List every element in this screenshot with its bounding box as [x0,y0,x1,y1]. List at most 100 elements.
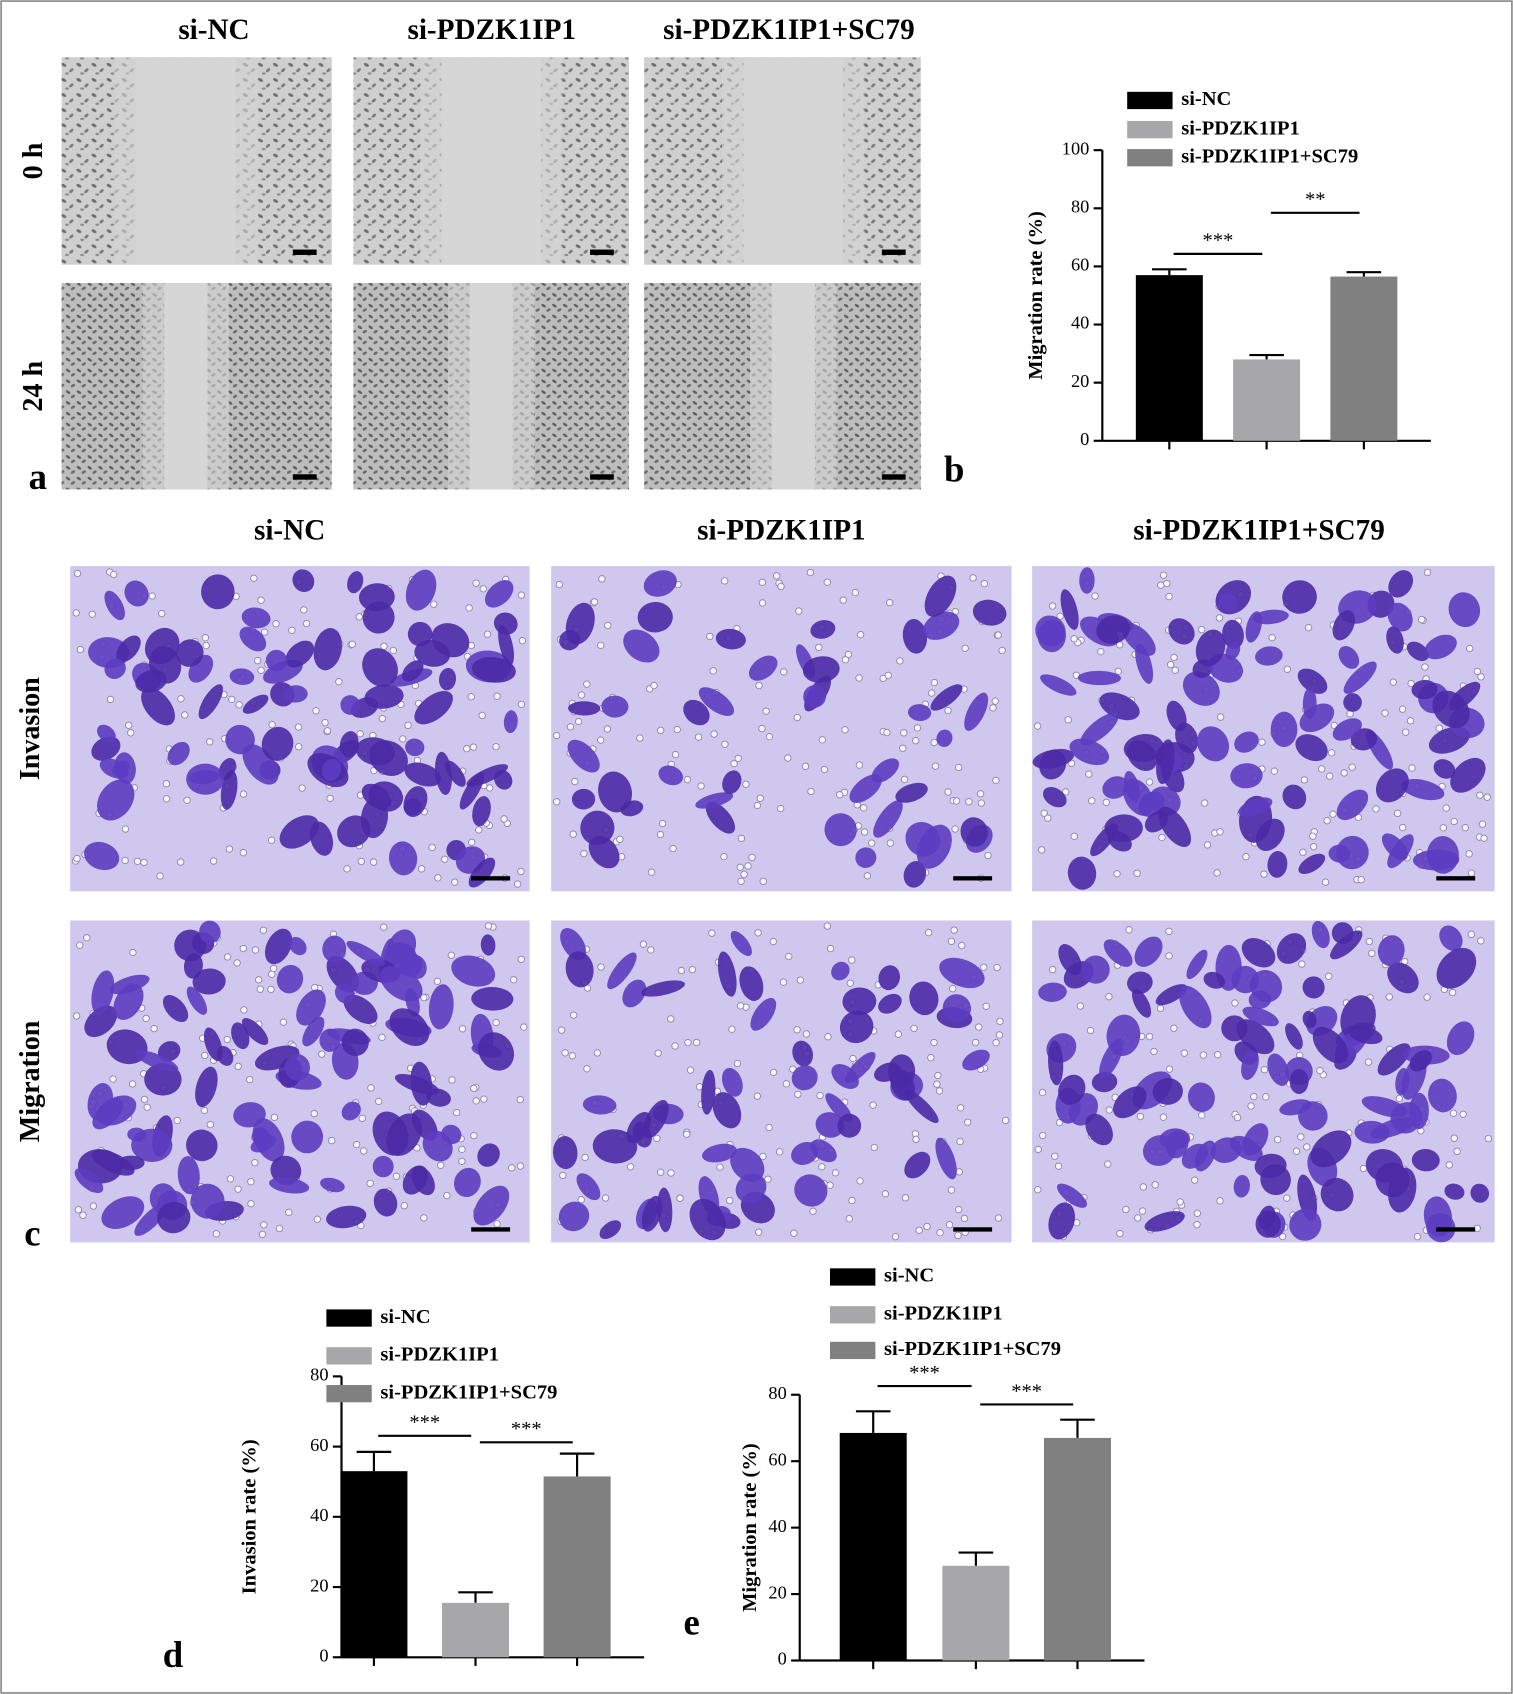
cell [91,970,115,1015]
cell [1406,641,1429,662]
pore [706,632,714,641]
legend-swatch [829,1306,876,1324]
scale-bar [881,249,906,255]
pore [1116,1229,1124,1238]
pore [603,725,612,733]
cell [623,629,660,663]
cell [1424,634,1457,660]
pore [1138,1207,1147,1215]
cell [362,648,398,687]
pore [769,1068,778,1077]
cell [264,928,293,965]
cell [309,821,334,856]
cell [1361,1096,1408,1118]
pore [639,940,648,948]
pore [183,796,191,804]
cell [1470,1183,1490,1203]
pore [1453,1147,1461,1156]
pore [934,1071,942,1080]
pore [1459,1110,1467,1118]
pore [569,830,577,838]
pore [784,754,792,762]
pore [270,1113,279,1122]
scale-bar [471,1227,511,1232]
pore [915,1226,923,1234]
scratch-gap [441,57,541,265]
pore [826,1181,834,1189]
pore [1213,869,1221,877]
cell [1126,739,1158,772]
pore [1191,1176,1199,1184]
pore [323,727,332,735]
cell [358,583,395,612]
cell [565,951,594,988]
bar [839,1432,907,1661]
pore [836,791,844,799]
cell [466,764,508,787]
pore [956,1104,965,1112]
cell [1104,814,1143,842]
pore [358,1114,366,1123]
pore [1258,738,1266,746]
pore [1156,1004,1165,1013]
pore [162,780,171,788]
pore [1480,834,1488,842]
scale-bar [590,249,614,255]
cell [960,817,988,847]
cell [1444,1183,1465,1200]
cell [1387,834,1414,869]
cell [935,1137,957,1180]
cell [895,782,928,803]
transwell-image [1032,920,1495,1243]
cell [186,1129,218,1162]
pore [206,1120,215,1129]
cell [1299,703,1335,733]
pore [1364,1058,1373,1066]
pore [597,641,605,650]
cell [241,1018,269,1046]
pore [947,1186,956,1194]
cell [1252,609,1289,625]
cell [472,796,491,827]
cell [183,953,203,979]
cell [695,792,734,809]
cell [341,1028,369,1057]
pore [744,862,752,870]
pore [300,606,308,614]
cell [824,813,857,847]
pore [577,1196,585,1204]
pore [321,718,329,727]
pore [1283,1194,1291,1202]
pore [583,1065,591,1073]
cell [494,770,513,790]
cell [405,738,425,757]
pore [1467,930,1476,939]
pore [1039,1131,1047,1140]
cell [845,1051,876,1084]
pore [831,1169,840,1177]
pore [790,1229,798,1237]
pore [518,637,527,645]
scale-bar [590,474,614,480]
column-header: si-PDZK1IP1 [407,14,575,46]
cell [1387,602,1413,632]
cell [1343,693,1362,712]
pore [162,795,171,803]
pore [256,985,264,993]
panel-label: d [163,1634,184,1675]
cell [1377,935,1405,967]
bar [1233,359,1301,441]
pore [1461,823,1469,832]
cell [198,684,224,720]
pore [428,843,436,852]
panel-label: a [29,456,47,497]
cell [592,1129,638,1164]
pore [228,695,236,704]
pore [728,1025,736,1033]
pore [133,857,142,866]
pore [1157,581,1165,589]
pore [552,731,561,740]
pore [250,574,258,582]
cell [930,684,963,711]
legend-label: si-NC [380,1306,430,1328]
